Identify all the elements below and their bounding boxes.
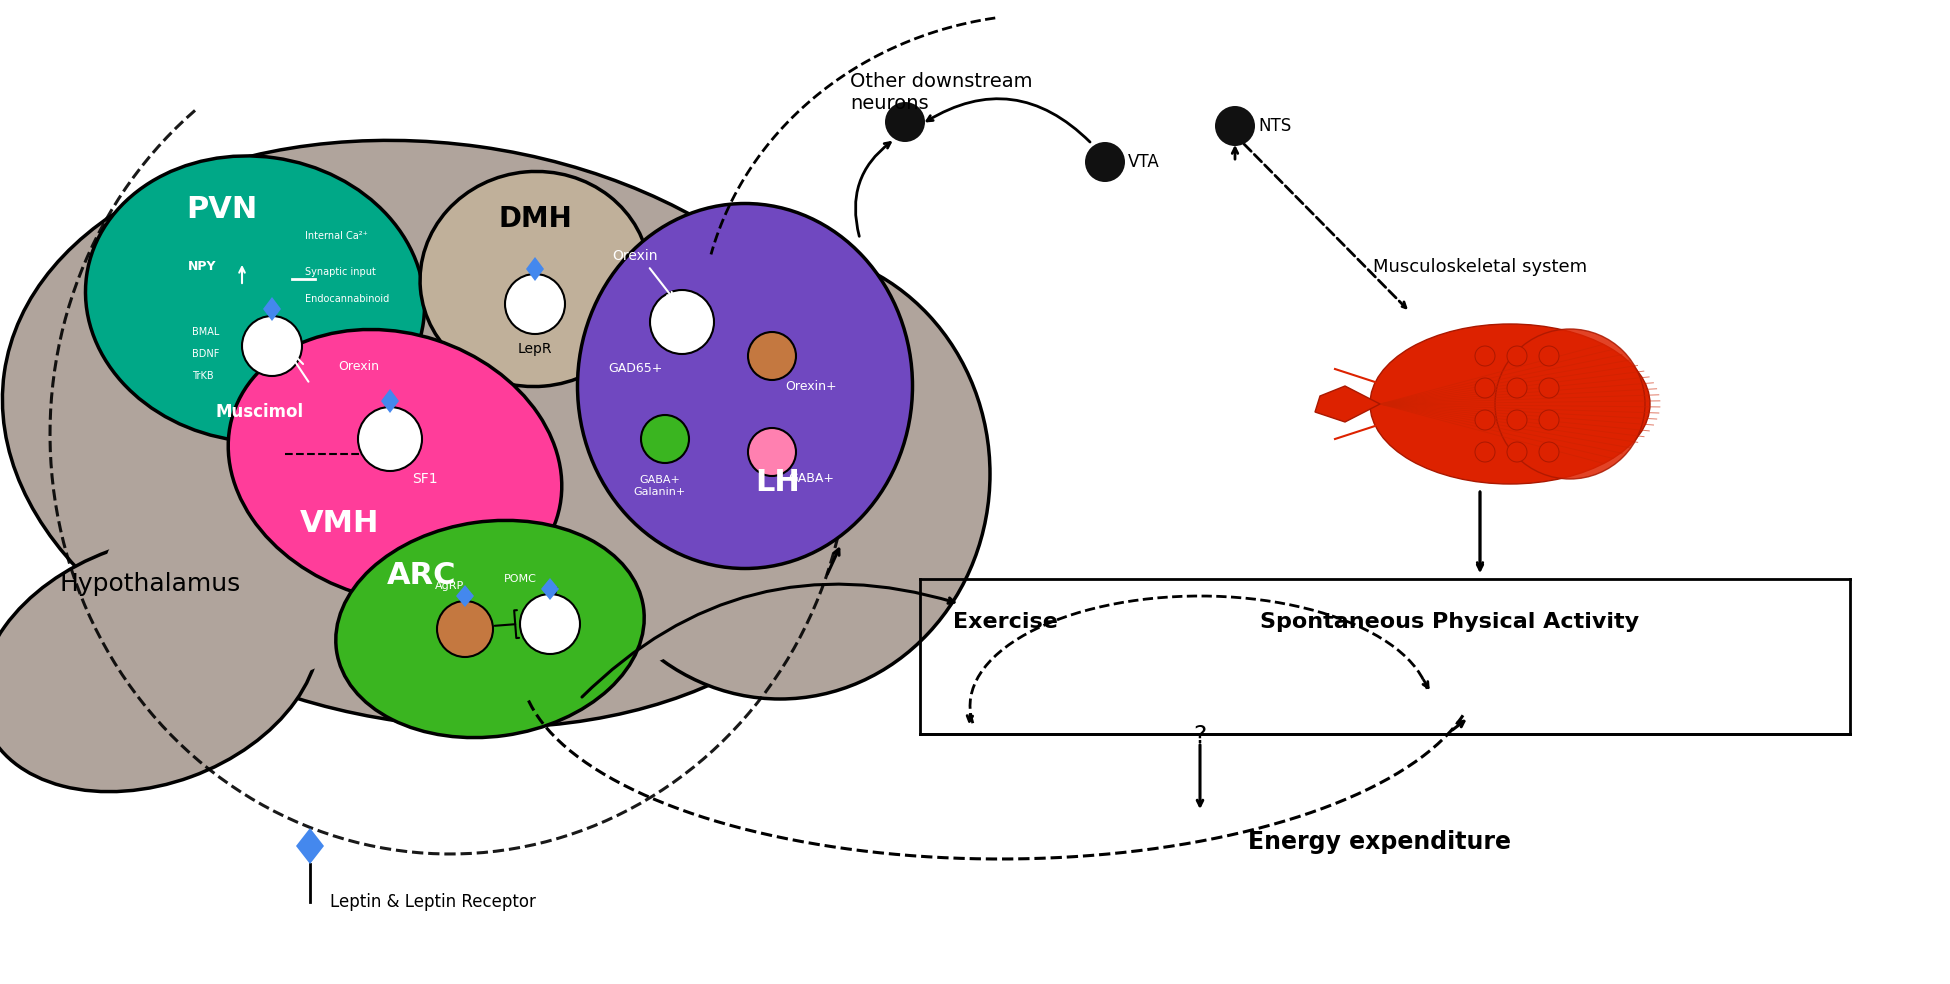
Text: LH: LH xyxy=(757,467,800,497)
Text: TrKB: TrKB xyxy=(191,371,214,381)
Circle shape xyxy=(437,601,493,657)
Circle shape xyxy=(505,274,566,334)
Text: GABA+: GABA+ xyxy=(788,472,835,485)
Circle shape xyxy=(649,290,714,354)
Text: VMH: VMH xyxy=(300,510,380,538)
Text: Spontaneous Physical Activity: Spontaneous Physical Activity xyxy=(1260,612,1640,632)
Text: Energy expenditure: Energy expenditure xyxy=(1248,830,1511,854)
Circle shape xyxy=(1507,378,1527,398)
Circle shape xyxy=(1474,442,1496,462)
Circle shape xyxy=(749,428,796,476)
Text: Orexin+: Orexin+ xyxy=(786,380,837,393)
Polygon shape xyxy=(380,389,400,413)
Text: POMC: POMC xyxy=(503,574,536,584)
Text: ARC: ARC xyxy=(388,562,456,590)
Text: ?: ? xyxy=(1193,724,1207,748)
Text: Internal Ca²⁺: Internal Ca²⁺ xyxy=(304,231,369,241)
Circle shape xyxy=(749,332,796,380)
Circle shape xyxy=(1474,346,1496,366)
Text: GABA+
Galanin+: GABA+ Galanin+ xyxy=(634,475,686,497)
Circle shape xyxy=(642,415,688,463)
Polygon shape xyxy=(456,585,474,607)
Text: DMH: DMH xyxy=(497,205,571,233)
Polygon shape xyxy=(1314,386,1381,422)
Polygon shape xyxy=(540,578,560,600)
Ellipse shape xyxy=(0,536,320,792)
Ellipse shape xyxy=(228,330,562,602)
Ellipse shape xyxy=(569,249,991,699)
Circle shape xyxy=(242,316,302,376)
Text: BMAL: BMAL xyxy=(191,327,218,337)
Circle shape xyxy=(521,594,579,654)
Text: SF1: SF1 xyxy=(411,472,439,486)
Text: LepR: LepR xyxy=(519,342,552,356)
Circle shape xyxy=(1507,442,1527,462)
Circle shape xyxy=(1215,106,1256,146)
Ellipse shape xyxy=(86,155,425,442)
Circle shape xyxy=(1084,142,1125,182)
Text: PVN: PVN xyxy=(187,195,257,223)
Text: Synaptic input: Synaptic input xyxy=(304,267,376,277)
Circle shape xyxy=(1507,410,1527,430)
Text: GAD65+: GAD65+ xyxy=(608,362,663,376)
Text: Orexin: Orexin xyxy=(337,359,378,373)
Circle shape xyxy=(1474,378,1496,398)
Circle shape xyxy=(1539,346,1558,366)
Circle shape xyxy=(1539,378,1558,398)
Polygon shape xyxy=(296,828,324,864)
Text: Muscimol: Muscimol xyxy=(216,403,304,421)
Polygon shape xyxy=(263,297,281,321)
Ellipse shape xyxy=(1496,329,1646,479)
Circle shape xyxy=(359,407,421,471)
Ellipse shape xyxy=(1371,324,1650,484)
Ellipse shape xyxy=(201,238,800,690)
Text: NTS: NTS xyxy=(1258,117,1291,135)
Text: VTA: VTA xyxy=(1127,153,1160,171)
Text: BDNF: BDNF xyxy=(191,349,218,359)
Text: Musculoskeletal system: Musculoskeletal system xyxy=(1373,258,1587,276)
Ellipse shape xyxy=(2,141,878,727)
Text: NPY: NPY xyxy=(187,260,216,273)
Ellipse shape xyxy=(335,521,644,738)
Text: Orexin: Orexin xyxy=(612,249,657,263)
Ellipse shape xyxy=(577,204,913,569)
Ellipse shape xyxy=(419,171,649,387)
Polygon shape xyxy=(526,257,544,281)
Circle shape xyxy=(1539,442,1558,462)
Text: Other downstream
neurons: Other downstream neurons xyxy=(850,72,1032,113)
Text: Exercise: Exercise xyxy=(952,612,1057,632)
Circle shape xyxy=(1539,410,1558,430)
Text: AgRP: AgRP xyxy=(435,581,464,591)
Circle shape xyxy=(1474,410,1496,430)
Ellipse shape xyxy=(101,462,400,686)
Text: Leptin & Leptin Receptor: Leptin & Leptin Receptor xyxy=(330,893,536,911)
Circle shape xyxy=(1507,346,1527,366)
Text: Hypothalamus: Hypothalamus xyxy=(58,572,240,596)
Circle shape xyxy=(885,102,924,142)
Text: Endocannabinoid: Endocannabinoid xyxy=(304,294,390,304)
